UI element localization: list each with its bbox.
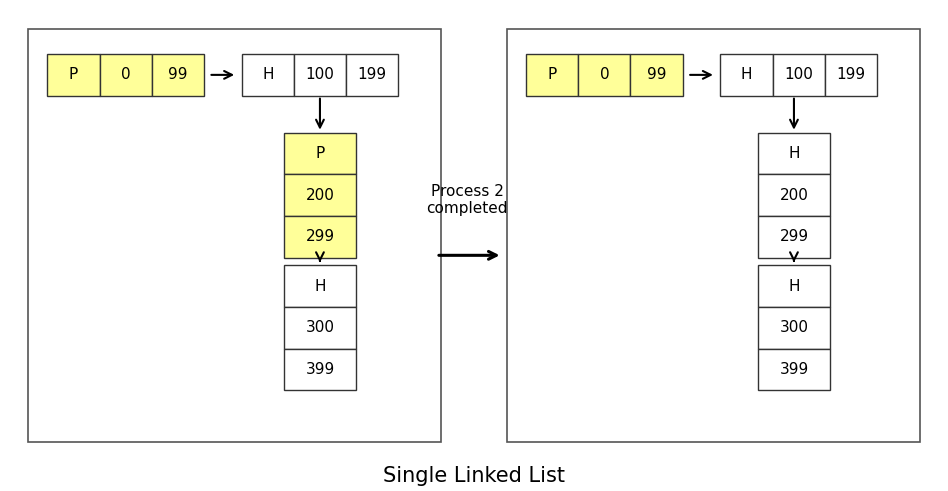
Text: P: P — [316, 146, 324, 161]
Text: 99: 99 — [647, 67, 666, 82]
Text: H: H — [314, 278, 326, 294]
Text: Process 2
completed: Process 2 completed — [427, 184, 508, 216]
Bar — [284, 349, 356, 390]
Text: 300: 300 — [779, 320, 809, 335]
Bar — [630, 54, 683, 96]
Bar — [100, 54, 152, 96]
Bar — [758, 133, 830, 174]
Bar — [152, 54, 204, 96]
Text: H: H — [262, 67, 274, 82]
Text: 399: 399 — [779, 362, 809, 377]
Bar — [758, 174, 830, 216]
Text: 399: 399 — [305, 362, 335, 377]
Text: 299: 299 — [779, 229, 809, 245]
Bar — [284, 174, 356, 216]
Bar — [825, 54, 877, 96]
Text: 0: 0 — [599, 67, 610, 82]
Text: 200: 200 — [305, 188, 335, 203]
Bar — [47, 54, 100, 96]
Text: P: P — [69, 67, 78, 82]
Text: 0: 0 — [120, 67, 131, 82]
Bar — [578, 54, 630, 96]
Bar — [720, 54, 773, 96]
Bar — [284, 265, 356, 307]
Text: 300: 300 — [305, 320, 335, 335]
Bar — [294, 54, 346, 96]
Bar — [284, 216, 356, 258]
Text: 199: 199 — [836, 67, 866, 82]
Bar — [284, 307, 356, 349]
Bar — [346, 54, 398, 96]
Bar — [242, 54, 294, 96]
Text: 199: 199 — [357, 67, 387, 82]
Bar — [284, 133, 356, 174]
Bar — [758, 216, 830, 258]
Bar — [526, 54, 578, 96]
Text: 100: 100 — [784, 67, 813, 82]
Bar — [28, 29, 441, 442]
Text: H: H — [788, 146, 800, 161]
Text: 100: 100 — [305, 67, 335, 82]
Text: H: H — [740, 67, 753, 82]
Text: P: P — [548, 67, 556, 82]
Bar — [758, 349, 830, 390]
Bar — [758, 307, 830, 349]
Text: 200: 200 — [779, 188, 809, 203]
Text: Single Linked List: Single Linked List — [383, 466, 565, 486]
Text: 99: 99 — [168, 67, 188, 82]
Bar — [758, 265, 830, 307]
Bar — [773, 54, 825, 96]
Text: 299: 299 — [305, 229, 335, 245]
Text: H: H — [788, 278, 800, 294]
Bar — [507, 29, 920, 442]
